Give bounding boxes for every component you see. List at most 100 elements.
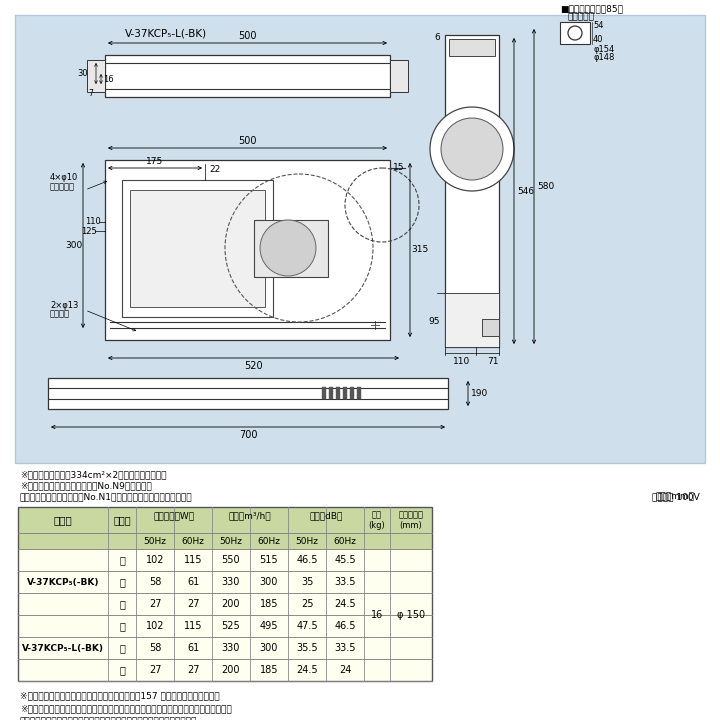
Circle shape [260, 220, 316, 276]
Circle shape [568, 26, 582, 40]
Text: 45.5: 45.5 [334, 555, 356, 565]
Bar [18, 549, 432, 571]
Bar [18, 637, 432, 659]
Bar [322, 387, 326, 399]
Text: 46.5: 46.5 [334, 621, 356, 631]
Text: 30: 30 [77, 69, 88, 78]
Bar [336, 387, 340, 399]
Text: （ブラック）マンセルNo.N1（近似色）（但し半ツヤ相当品）: （ブラック）マンセルNo.N1（近似色）（但し半ツヤ相当品） [20, 492, 193, 501]
Text: 315: 315 [411, 246, 428, 254]
Text: 7: 7 [89, 89, 94, 99]
Bar [445, 293, 499, 347]
Text: 27: 27 [186, 599, 199, 609]
Bar [15, 15, 705, 463]
Text: φ 150: φ 150 [397, 610, 425, 620]
Bar [482, 319, 499, 336]
Bar [130, 190, 265, 307]
Text: 50Hz: 50Hz [220, 536, 243, 546]
Text: 強: 強 [119, 555, 125, 565]
Text: 495: 495 [260, 621, 278, 631]
Bar [18, 593, 432, 615]
Text: 50Hz: 50Hz [143, 536, 166, 546]
Bar [329, 387, 333, 399]
Text: 消費電力（W）: 消費電力（W） [153, 512, 194, 521]
Circle shape [430, 107, 514, 191]
Text: 515: 515 [260, 555, 279, 565]
Text: 46.5: 46.5 [296, 555, 318, 565]
Text: 185: 185 [260, 599, 278, 609]
Text: 横直付用穴: 横直付用穴 [50, 182, 75, 192]
Text: 700: 700 [239, 430, 257, 440]
Text: 電源電圧 100V: 電源電圧 100V [652, 492, 700, 501]
Text: 61: 61 [187, 577, 199, 587]
Text: 15: 15 [393, 163, 405, 173]
Text: 4×φ10: 4×φ10 [50, 174, 78, 182]
Text: 300: 300 [260, 643, 278, 653]
Text: 騒音（dB）: 騒音（dB） [310, 512, 343, 521]
Bar [343, 387, 347, 399]
Text: V-37KCP₅-L(-BK): V-37KCP₅-L(-BK) [125, 28, 207, 38]
Text: 16: 16 [103, 74, 114, 84]
Text: 24.5: 24.5 [334, 599, 356, 609]
Text: 47.5: 47.5 [296, 621, 318, 631]
Text: V-37KCP₅(-BK): V-37KCP₅(-BK) [27, 577, 99, 587]
Text: 風量（m³/h）: 風量（m³/h） [229, 512, 271, 521]
Text: 6: 6 [434, 34, 440, 42]
Text: 580: 580 [537, 182, 554, 191]
Text: 58: 58 [149, 577, 161, 587]
Text: φ148: φ148 [593, 53, 614, 61]
Text: 175: 175 [146, 156, 163, 166]
Text: 弱: 弱 [119, 665, 125, 675]
Text: 61: 61 [187, 643, 199, 653]
Text: 60Hz: 60Hz [333, 536, 356, 546]
Text: 125: 125 [81, 227, 97, 235]
Bar [87, 60, 105, 92]
Text: 27: 27 [186, 665, 199, 675]
Bar [48, 378, 448, 409]
Text: 102: 102 [145, 621, 164, 631]
Text: 接続パイプ
(mm): 接続パイプ (mm) [398, 510, 423, 530]
Text: 525: 525 [222, 621, 240, 631]
Text: 330: 330 [222, 643, 240, 653]
Text: 2×φ13: 2×φ13 [50, 300, 78, 310]
Text: 200: 200 [222, 599, 240, 609]
Text: （付属品）: （付属品） [568, 12, 595, 22]
Text: 22: 22 [209, 166, 220, 174]
Bar [122, 180, 273, 317]
Text: V-37KCP₅-L(-BK): V-37KCP₅-L(-BK) [22, 644, 104, 652]
Text: 24: 24 [339, 665, 351, 675]
Text: 25: 25 [301, 599, 313, 609]
Text: φ154: φ154 [593, 45, 614, 55]
Text: 300: 300 [260, 577, 278, 587]
Text: 質量
(kg): 質量 (kg) [369, 510, 385, 530]
Text: 50Hz: 50Hz [295, 536, 318, 546]
Text: 110: 110 [85, 217, 101, 227]
Bar [18, 533, 432, 549]
Text: （単位mm）: （単位mm） [656, 492, 695, 501]
Bar [105, 160, 390, 340]
Text: ※色調は（ホワイト）マンセルNo.N9（近似色）: ※色調は（ホワイト）マンセルNo.N9（近似色） [20, 481, 152, 490]
Text: ■ダクト接続口（85）: ■ダクト接続口（85） [560, 4, 623, 14]
Text: 58: 58 [149, 643, 161, 653]
Text: 200: 200 [222, 665, 240, 675]
Bar [445, 35, 499, 347]
Text: 中: 中 [119, 643, 125, 653]
Text: 54: 54 [593, 22, 603, 30]
Bar [560, 22, 590, 44]
Text: 35: 35 [301, 577, 313, 587]
Text: 中: 中 [119, 577, 125, 587]
Text: 71: 71 [487, 357, 499, 366]
Text: 550: 550 [222, 555, 240, 565]
Text: 60Hz: 60Hz [258, 536, 281, 546]
Text: 24.5: 24.5 [296, 665, 318, 675]
Text: 300: 300 [66, 241, 83, 250]
Bar [18, 507, 432, 533]
Text: 60Hz: 60Hz [181, 536, 204, 546]
Bar [18, 615, 432, 637]
Text: 27: 27 [149, 665, 161, 675]
Text: 33.5: 33.5 [334, 577, 356, 587]
Text: ノッチ: ノッチ [113, 515, 131, 525]
Bar [18, 571, 432, 593]
Text: 天吊用穴: 天吊用穴 [50, 310, 70, 318]
Bar [357, 387, 361, 399]
